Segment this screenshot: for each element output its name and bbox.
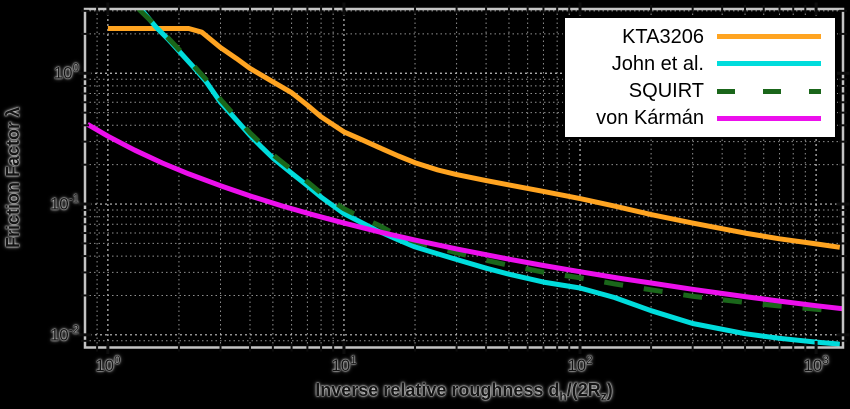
legend-line-sample bbox=[717, 115, 821, 121]
legend-item: SQUIRT bbox=[571, 81, 821, 101]
y-tick-label: 10-1 bbox=[49, 193, 79, 214]
legend-item: John et al. bbox=[571, 54, 821, 74]
legend: KTA3206 John et al. SQUIRT von Kármán bbox=[563, 16, 837, 139]
x-tick-label: 100 bbox=[95, 355, 121, 375]
x-tick-label: 103 bbox=[803, 355, 829, 375]
series-kta3206 bbox=[107, 26, 841, 250]
legend-label: von Kármán bbox=[596, 107, 704, 130]
legend-item: KTA3206 bbox=[571, 27, 821, 47]
legend-label: John et al. bbox=[611, 52, 704, 75]
x-tick-label: 101 bbox=[331, 355, 357, 375]
legend-label: SQUIRT bbox=[628, 80, 704, 103]
series-squirt bbox=[136, 9, 841, 314]
legend-label: KTA3206 bbox=[622, 25, 704, 48]
plot-frame bbox=[83, 7, 845, 349]
x-tick-label: 102 bbox=[567, 355, 593, 375]
y-tick-label: 100 bbox=[53, 62, 79, 83]
legend-line-sample bbox=[717, 88, 821, 94]
legend-line-sample bbox=[717, 61, 821, 67]
y-axis-label: Friction Factor λ bbox=[3, 106, 23, 248]
legend-item: von Kármán bbox=[571, 108, 821, 128]
series-von-k-rm-n bbox=[86, 122, 843, 312]
legend-line-sample bbox=[717, 34, 821, 40]
y-tick-label: 10-2 bbox=[49, 324, 79, 345]
x-axis-label: Inverse relative roughness dh/(2Rz) bbox=[315, 380, 613, 404]
